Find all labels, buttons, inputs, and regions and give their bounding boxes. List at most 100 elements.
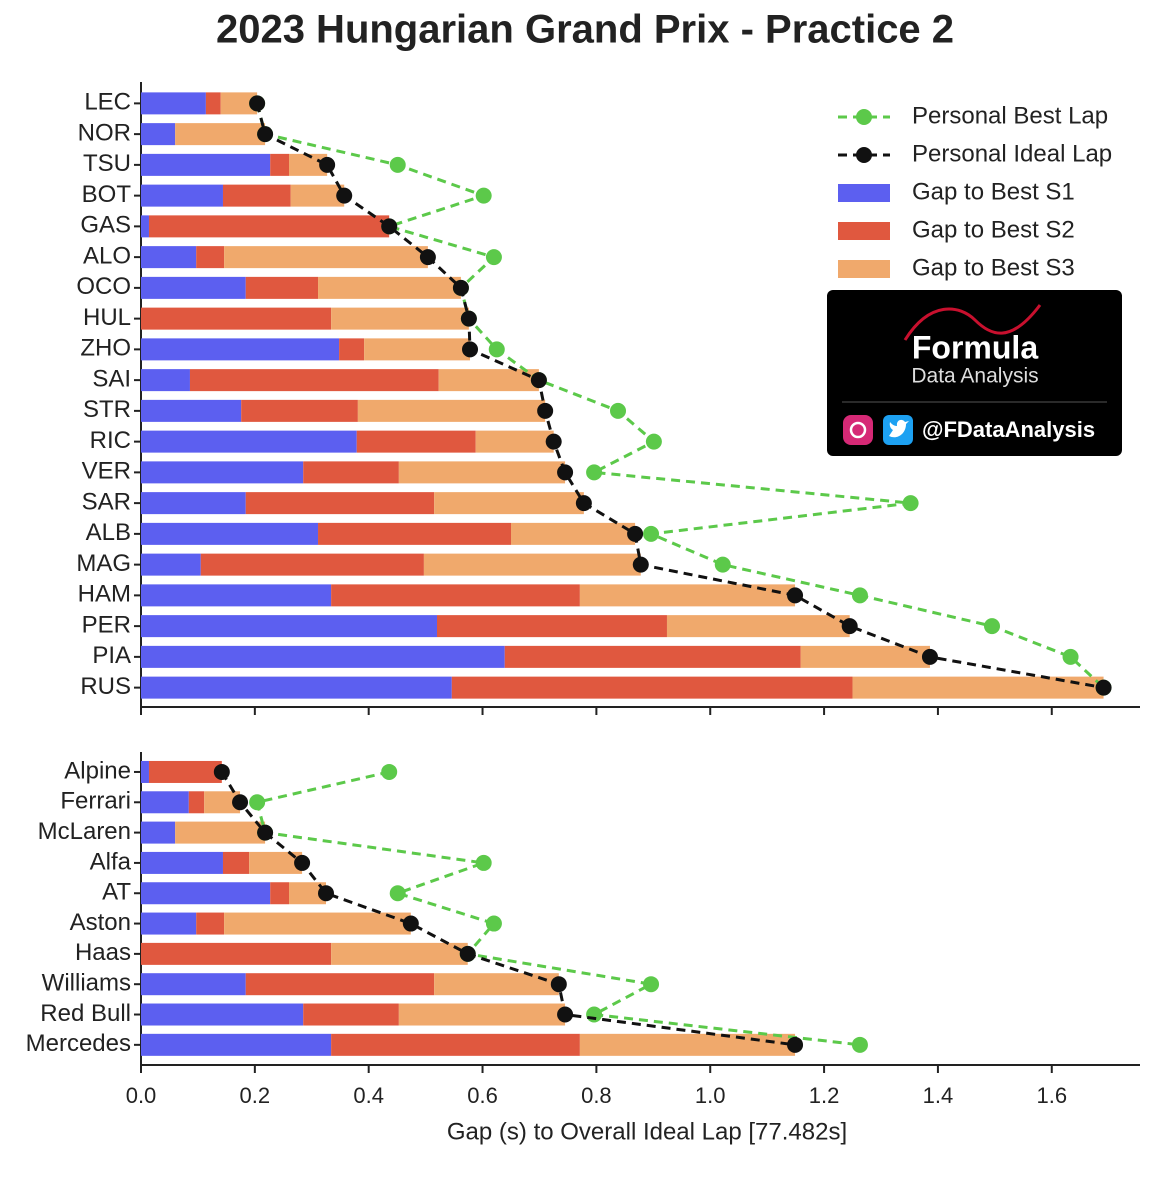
marker [232,794,249,811]
bar-segment [141,307,332,330]
bar-segment [141,912,197,935]
y-tick-label: Red Bull [40,1000,131,1027]
line [255,102,1104,690]
bar-segment [141,1033,332,1056]
y-tick-label: Williams [42,970,131,997]
bar-segment [434,973,559,996]
x-axis-label: Gap (s) to Overall Ideal Lap [77.482s] [447,1118,847,1145]
marker [557,1006,574,1023]
y-tick-label: VER [82,458,131,485]
bar-segment [318,276,461,299]
y-tick-label: Haas [75,939,131,966]
y-tick-label: Alfa [90,848,132,875]
marker [460,310,477,327]
bar-segment [141,676,452,699]
marker [643,976,660,993]
y-tick-label: PIA [92,642,131,669]
bar-segment [141,791,189,814]
y-tick-label: RIC [90,427,131,454]
line [255,102,1105,689]
legend-label: Personal Best Lap [912,102,1108,129]
marker [485,915,502,932]
bar-segment [437,615,667,638]
bar-segment [188,791,205,814]
legend-label: Gap to Best S2 [912,216,1075,243]
bar-segment [175,123,266,146]
bar-segment [175,821,266,844]
marker [318,885,334,902]
bar-segment [141,153,271,176]
bar-segment [141,821,176,844]
marker [213,763,230,780]
bar-segment [141,553,201,576]
legend-swatch [838,222,890,240]
bar-segment [141,615,437,638]
bar-segment [141,1003,304,1026]
bar-segment [241,399,358,422]
watermark-subtitle: Data Analysis [911,365,1038,388]
y-tick-label: Aston [70,909,131,936]
y-tick-label: BOT [82,181,132,208]
bar-segment [141,215,149,238]
marker [557,464,574,481]
bar-segment [666,615,850,638]
bar-segment [504,645,801,668]
marker [389,156,406,173]
marker [488,341,505,358]
bar-segment [364,338,471,361]
y-tick-label: ALB [86,519,131,546]
chart-title: 2023 Hungarian Grand Prix - Practice 2 [216,8,954,52]
y-tick-label: SAR [82,488,131,515]
x-tick-label: 0.6 [467,1083,498,1108]
legend-label: Gap to Best S1 [912,178,1075,205]
marker [627,525,644,542]
y-tick-label: ALO [83,242,131,269]
y-tick-label: Alpine [64,757,131,784]
watermark-handle: @FDataAnalysis [922,417,1095,442]
bar-segment [579,1033,796,1056]
marker [294,854,311,871]
legend-label: Gap to Best S3 [912,254,1075,281]
marker [841,618,858,635]
y-tick-label: STR [83,396,131,423]
marker [419,249,436,266]
bar-segment [451,676,853,699]
bar-segment [434,492,584,515]
bar-segment [141,338,340,361]
marker [530,372,547,389]
marker [249,95,266,112]
bar-segment [224,246,428,269]
bar-segment [141,184,223,207]
bar-segment [141,369,190,392]
marker [787,587,804,604]
bar-segment [205,92,221,115]
marker [550,976,567,993]
instagram-icon [843,415,873,445]
bar-segment [141,851,223,874]
bar-segment [800,645,930,668]
bar-segment [141,522,319,545]
twitter-bird [889,419,909,438]
bar-segment [204,791,241,814]
bar-segment [148,760,222,783]
y-tick-label: HUL [83,304,131,331]
y-tick-label: PER [82,611,131,638]
marker [475,854,492,871]
bar-segment [852,676,1104,699]
x-tick-label: 1.6 [1036,1083,1067,1108]
marker [610,402,627,419]
marker [452,279,469,296]
bar-segment [245,276,319,299]
marker [851,587,868,604]
marker [545,433,562,450]
bar-segment [148,215,390,238]
bar-segment [289,882,326,905]
logo-swoosh [903,304,1042,341]
bar-segment [141,760,149,783]
bar-segment [224,912,411,935]
marker [381,218,398,235]
bar-segment [141,123,176,146]
watermark-brand: Formula [912,329,1038,365]
bar-segment [141,882,271,905]
